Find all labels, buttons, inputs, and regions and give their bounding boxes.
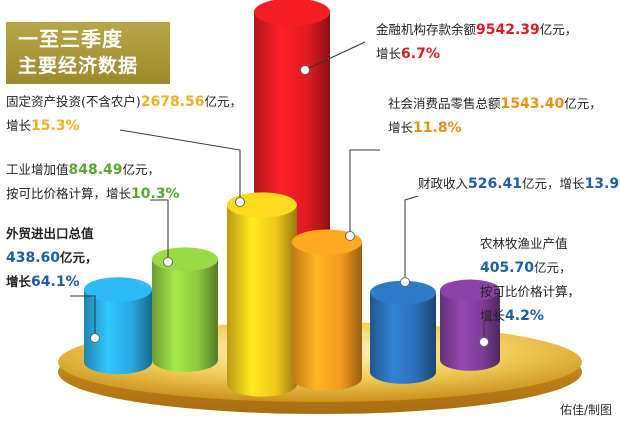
label-text: 增长 [376, 46, 402, 61]
value-text: 9542.39 [476, 22, 540, 38]
value-text: 2678.56 [140, 94, 205, 110]
bar-cylinder [370, 280, 436, 384]
label-text: 亿元， [204, 94, 243, 109]
bar-body [152, 259, 218, 372]
label-text: 增长 [480, 308, 506, 323]
annotation-line: 农林牧渔业产值 [480, 232, 580, 256]
leader-dot [90, 333, 100, 343]
credit: 佑佳/制图 [559, 403, 612, 417]
growth-text: 64.1% [31, 274, 80, 290]
leader-line [404, 195, 419, 282]
annotation-line: 金融机构存款余额9542.39亿元， [376, 18, 577, 42]
label-text: 亿元， [534, 260, 572, 275]
annotation-agriculture: 农林牧渔业产值 405.70亿元， 按可比价格计算， 增长4.2% [480, 232, 580, 328]
annotation-line: 按可比价格计算，增长10.3% [6, 182, 180, 206]
annotation-line: 外贸进出口总值 [6, 222, 98, 246]
label-text: 外贸进出口总值 [6, 226, 94, 241]
bar-body [440, 290, 500, 371]
bar-cylinder [227, 192, 297, 397]
bar-body [227, 204, 297, 397]
annotation-line: 增长15.3% [6, 114, 242, 138]
leader-dot [300, 65, 310, 75]
label-text: 增长 [6, 274, 32, 289]
annotation-line: 财政收入526.41亿元，增长13.9% [418, 172, 620, 196]
leader-line [70, 295, 96, 338]
bar-top [254, 0, 330, 26]
leader-dot [479, 337, 489, 347]
label-text: 增长 [388, 120, 414, 135]
label-text: 亿元， [60, 250, 98, 265]
annotation-deposits: 金融机构存款余额9542.39亿元， 增长6.7% [376, 18, 577, 66]
annotation-fiscal-revenue: 财政收入526.41亿元，增长13.9% [418, 172, 620, 196]
bar-cylinder [84, 277, 152, 375]
bar-top [370, 280, 436, 305]
annotation-line: 405.70亿元， [480, 256, 580, 280]
leader-line [483, 319, 500, 342]
label-text: 增长 [6, 118, 32, 133]
growth-text: 4.2% [505, 308, 544, 324]
growth-text: 11.8% [413, 120, 462, 136]
bar-top [292, 229, 362, 255]
growth-text: 13.9% [584, 176, 620, 192]
label-text: 社会消费品零售总额 [388, 96, 501, 111]
annotation-industrial-value: 工业增加值848.49亿元， 按可比价格计算，增长10.3% [6, 158, 180, 206]
label-text: 亿元，增长 [522, 176, 585, 191]
leader-line [349, 149, 380, 236]
growth-text: 6.7% [401, 46, 440, 62]
annotation-line: 增长6.7% [376, 42, 577, 66]
annotation-line: 增长64.1% [6, 270, 98, 294]
leader-dot [235, 197, 245, 207]
leader-dot [345, 231, 355, 241]
label-text: 亿元， [539, 22, 578, 37]
leader-dot [163, 257, 173, 267]
bar-top [84, 277, 152, 302]
annotation-line: 固定资产投资(不含农户)2678.56亿元， [6, 90, 242, 114]
leader-dot [400, 277, 410, 287]
label-text: 财政收入 [418, 176, 469, 191]
growth-text: 10.3% [131, 186, 180, 202]
annotation-line: 438.60亿元， [6, 246, 98, 270]
label-text: 按可比价格计算， [480, 284, 581, 299]
bar-body [370, 292, 436, 384]
annotation-line: 增长11.8% [388, 116, 602, 140]
leader-line [119, 129, 241, 202]
title-line1: 一至三季度 [18, 27, 123, 51]
annotation-fixed-investment: 固定资产投资(不含农户)2678.56亿元， 增长15.3% [6, 90, 242, 138]
value-text: 405.70 [480, 260, 535, 276]
annotation-line: 增长4.2% [480, 304, 580, 328]
label-text: 亿元， [564, 96, 602, 111]
leader-line [150, 199, 169, 262]
bar-body [84, 289, 152, 375]
bar-cylinder [440, 279, 500, 371]
bar-top [440, 279, 500, 302]
label-text: 按可比价格计算，增长 [6, 186, 132, 201]
label-text: 金融机构存款余额 [376, 22, 477, 37]
value-text: 1543.40 [500, 96, 565, 112]
bar-cylinder [152, 247, 218, 372]
annotation-line: 工业增加值848.49亿元， [6, 158, 180, 182]
annotation-foreign-trade: 外贸进出口总值 438.60亿元， 增长64.1% [6, 222, 98, 294]
value-text: 526.41 [468, 176, 523, 192]
label-text: 工业增加值 [6, 162, 69, 177]
annotation-line: 按可比价格计算， [480, 280, 580, 304]
bar-top [227, 192, 297, 218]
value-text: 848.49 [68, 162, 123, 178]
label-text: 固定资产投资(不含农户) [6, 94, 141, 109]
title-panel: 一至三季度 主要经济数据 [6, 22, 170, 84]
growth-text: 15.3% [31, 118, 80, 134]
title-line2: 主要经济数据 [18, 55, 139, 77]
value-text: 438.60 [6, 250, 61, 266]
bar-body [292, 242, 362, 391]
bar-top [152, 247, 218, 272]
label-text: 亿元， [122, 162, 161, 177]
leader-line [304, 41, 366, 71]
annotation-line: 社会消费品零售总额1543.40亿元， [388, 92, 602, 116]
label-text: 农林牧渔业产值 [480, 236, 568, 251]
bar-cylinder [292, 229, 362, 391]
annotation-retail-sales: 社会消费品零售总额1543.40亿元， 增长11.8% [388, 92, 602, 140]
